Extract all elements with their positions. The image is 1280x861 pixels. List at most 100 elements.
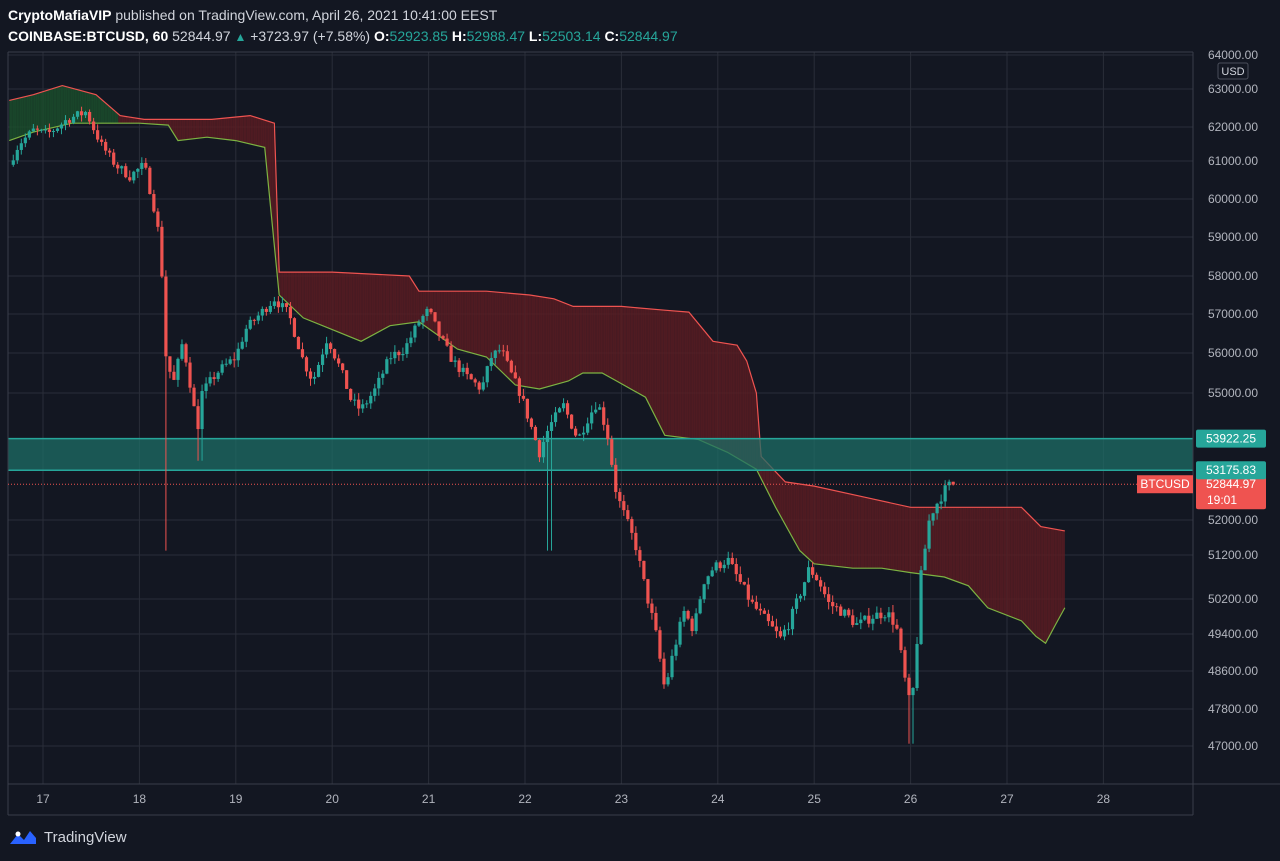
cloud-segment xyxy=(294,272,297,311)
cloud-segment xyxy=(779,476,782,518)
cloud-segment xyxy=(568,304,571,381)
time-tick-label: 27 xyxy=(1000,792,1014,806)
candle-body xyxy=(59,124,64,129)
cloud-segment xyxy=(464,291,467,352)
cloud-segment xyxy=(347,272,349,337)
candle-body xyxy=(112,152,116,165)
cloud-segment xyxy=(401,275,404,325)
cloud-segment xyxy=(551,298,553,386)
candle-body xyxy=(670,655,674,678)
candle-body xyxy=(835,606,839,608)
high-label: H: xyxy=(451,28,467,44)
candle-body xyxy=(867,615,871,624)
candle-body xyxy=(754,601,758,609)
published-text: published on TradingView.com, April 26, … xyxy=(115,7,498,23)
cloud-segment xyxy=(859,495,861,569)
candle-body xyxy=(951,481,955,485)
candle-body xyxy=(706,576,710,585)
cloud-segment xyxy=(721,342,724,451)
price-change: +3723.97 (+7.58%) xyxy=(250,28,371,44)
cloud-segment xyxy=(716,341,719,449)
candle-body xyxy=(730,557,734,565)
candle-body xyxy=(47,129,52,132)
cloud-segment xyxy=(983,507,986,606)
cloud-segment xyxy=(954,507,956,582)
cloud-segment xyxy=(396,275,399,325)
cloud-segment xyxy=(823,488,826,566)
cloud-segment xyxy=(206,119,209,138)
cloud-segment xyxy=(635,307,638,393)
candle-body xyxy=(405,343,409,355)
cloud-segment xyxy=(486,291,488,359)
candle-body xyxy=(477,382,481,390)
candle-body xyxy=(899,628,903,651)
cloud-segment xyxy=(690,313,692,439)
cloud-segment xyxy=(280,272,282,298)
cloud-segment xyxy=(343,272,346,335)
cloud-segment xyxy=(681,311,684,438)
cloud-segment xyxy=(243,116,246,143)
cloud-segment xyxy=(292,272,295,310)
cloud-segment xyxy=(364,273,367,340)
price-axis-labels: 47000.00 47800.00 48600.00 49400.00 50200.00… xyxy=(1208,48,1258,753)
candle-body xyxy=(855,623,859,625)
cloud-segment xyxy=(500,292,502,372)
cloud-segment xyxy=(581,306,583,374)
cloud-segment xyxy=(327,272,330,329)
candle-body xyxy=(164,276,168,357)
cloud-segment xyxy=(25,96,27,136)
cloud-segment xyxy=(484,291,487,357)
candle-body xyxy=(465,367,469,375)
candle-body xyxy=(413,325,417,338)
cloud-segment xyxy=(498,292,501,371)
cloud-segment xyxy=(74,88,77,124)
tradingview-brand[interactable]: TradingView xyxy=(44,828,127,846)
cloud-segment xyxy=(493,291,495,366)
cloud-segment xyxy=(380,274,383,331)
candle-body xyxy=(441,336,445,339)
candle-body xyxy=(268,305,272,312)
cloud-segment xyxy=(461,291,464,351)
symbol-label[interactable]: COINBASE:BTCUSD, 60 xyxy=(8,28,169,44)
cloud-segment xyxy=(371,274,374,336)
time-axis-labels: 17 18 19 20 21 22 23 24 25 26 27 28 xyxy=(36,792,1110,806)
candle-body xyxy=(549,422,554,431)
candle-body xyxy=(481,382,485,390)
candle-body xyxy=(622,501,626,511)
cloud-segment xyxy=(545,297,548,388)
cloud-segment xyxy=(449,291,451,345)
candle-body xyxy=(650,603,654,613)
cloud-segment xyxy=(459,291,462,351)
price-tick-label: 64000.00 xyxy=(1208,48,1258,62)
price-tick-label: 47800.00 xyxy=(1208,702,1258,716)
cloud-segment xyxy=(540,296,543,389)
cloud-segment xyxy=(113,109,115,124)
cloud-segment xyxy=(712,341,715,447)
cloud-segment xyxy=(55,87,57,128)
cloud-segment xyxy=(419,291,421,324)
cloud-segment xyxy=(563,302,566,383)
cloud-segment xyxy=(876,499,879,569)
publisher-name[interactable]: CryptoMafiaVIP xyxy=(8,7,112,23)
cloud-segment xyxy=(301,272,304,318)
cloud-segment xyxy=(1054,529,1057,627)
cloud-segment xyxy=(904,506,907,572)
cloud-segment xyxy=(1031,517,1034,634)
cloud-segment xyxy=(595,306,597,373)
cloud-segment xyxy=(718,342,721,450)
cloud-segment xyxy=(204,119,207,138)
cloud-segment xyxy=(535,295,538,389)
cloud-segment xyxy=(466,291,469,353)
cloud-segment xyxy=(807,485,810,560)
cloud-segment xyxy=(735,345,738,459)
cloud-segment xyxy=(306,272,309,320)
cloud-segment xyxy=(684,311,687,439)
cloud-segment xyxy=(53,87,56,128)
support-zone xyxy=(8,437,1193,471)
cloud-segment xyxy=(408,275,411,324)
candle-body xyxy=(260,308,264,316)
cloud-segment xyxy=(285,272,288,303)
cloud-segment xyxy=(109,106,112,124)
cloud-segment xyxy=(1036,522,1039,639)
